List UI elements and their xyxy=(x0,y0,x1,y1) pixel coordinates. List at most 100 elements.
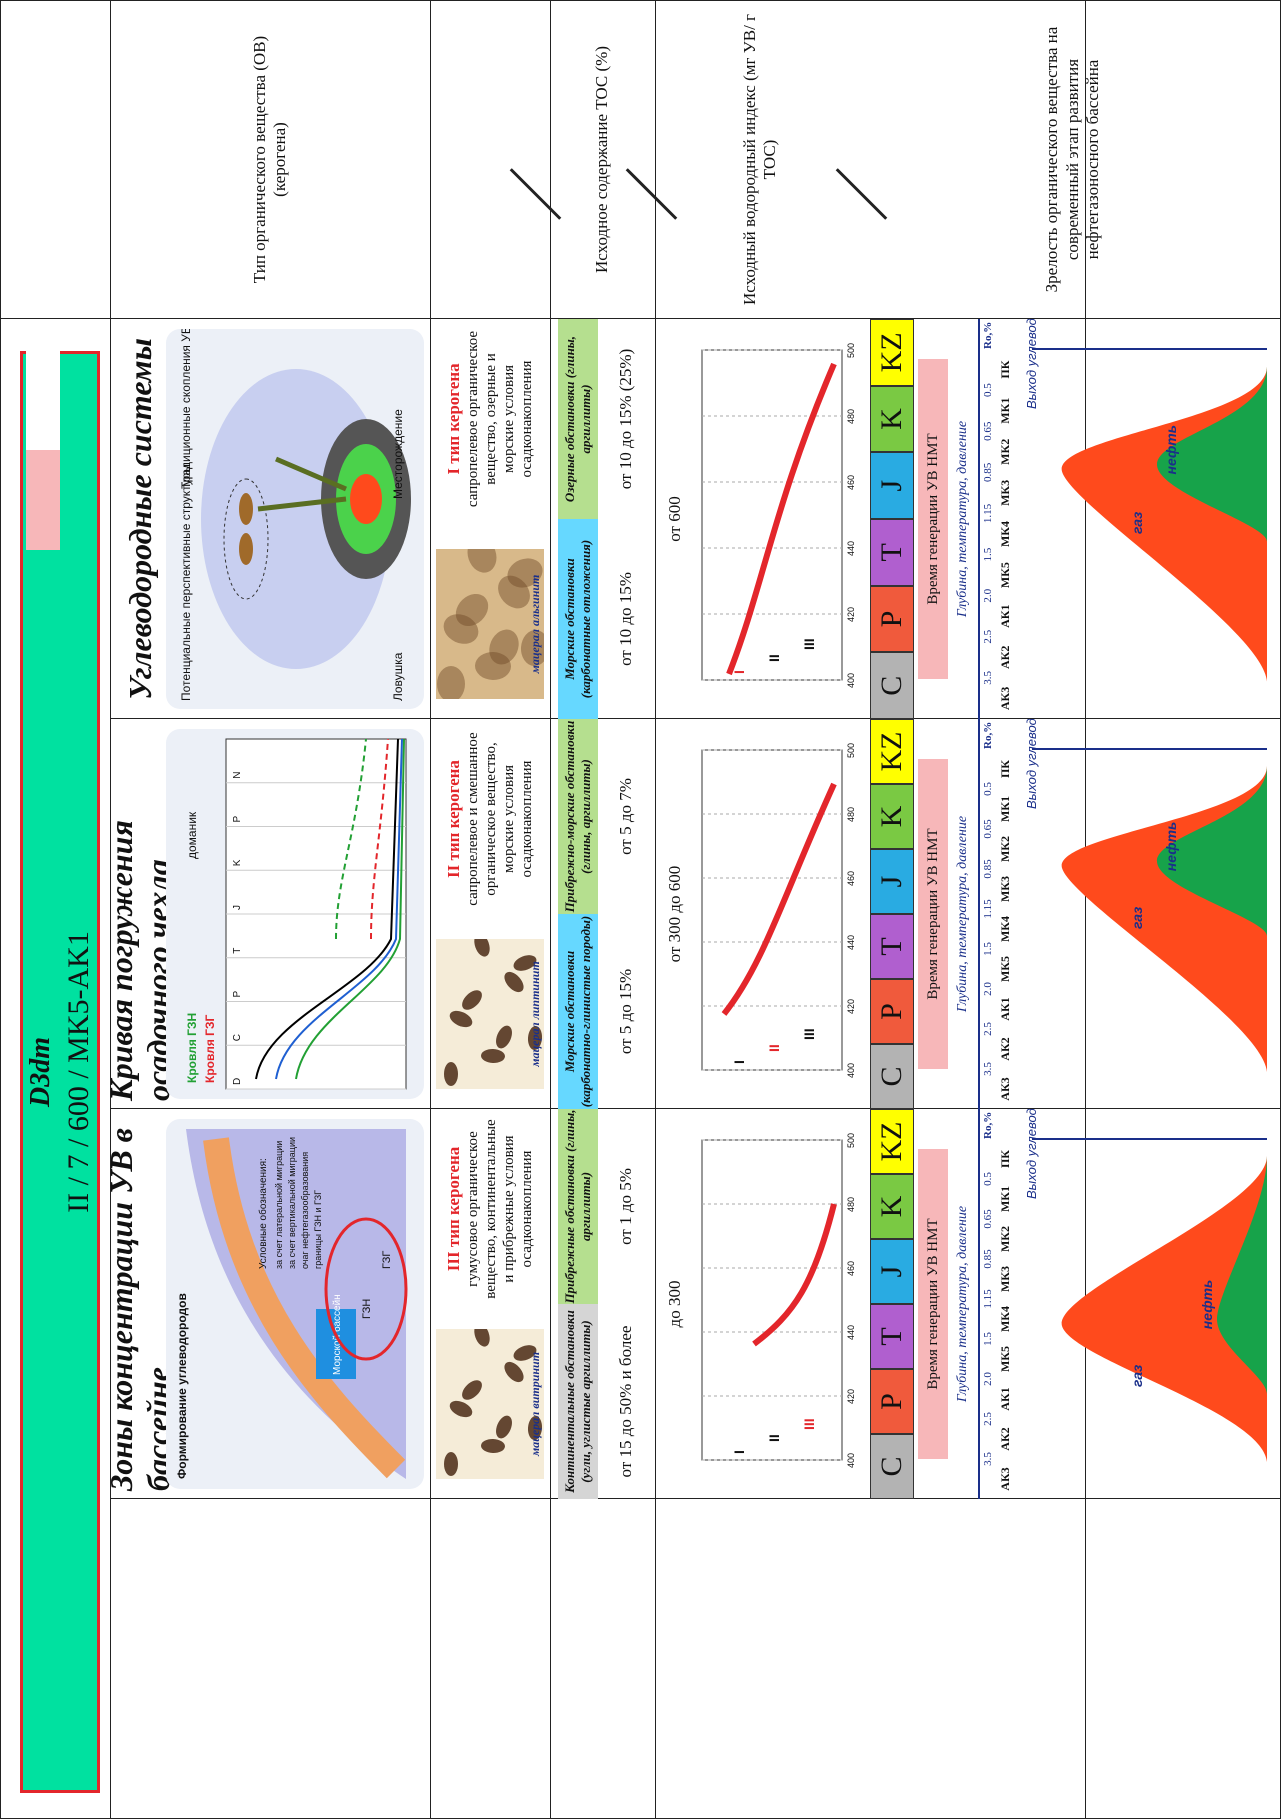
ro-value: 2.0 xyxy=(982,588,994,603)
yield-chart-2: нефть газ Выход углеводородов xyxy=(1024,719,1267,1072)
hi-xtick: 460 xyxy=(846,871,856,886)
accumulation-2 xyxy=(239,493,253,525)
ro-value: 1.15 xyxy=(982,899,994,919)
burial-period-4: J xyxy=(232,905,243,910)
generation-time-3: Время генерации УВ НМТ xyxy=(918,1149,948,1459)
stage-МК2-3: МК2 xyxy=(998,1225,1012,1253)
gas-area xyxy=(1061,1156,1267,1462)
depth-axis-1: Глубина, температура, давление xyxy=(955,420,970,618)
legend-box: D3dm II / 7 / 600 / MK5-AK1 xyxy=(20,350,100,1793)
hc-label-1: Традиционные скопления УВ xyxy=(179,329,193,489)
burial-period-7: N xyxy=(232,772,243,779)
stage-АК2-2: АК2 xyxy=(998,1037,1012,1061)
migration-arrow-2 xyxy=(275,456,347,492)
gas-label: газ xyxy=(1129,1365,1145,1387)
section-schematic-2: D C P T J K P N Кровля ГЗН Кровля ГЗГ доманик xyxy=(166,729,424,1099)
hi-frame xyxy=(701,749,843,1071)
micro-particle xyxy=(504,971,524,993)
hi-xtick: 480 xyxy=(846,1197,856,1212)
ro-value: 0.5 xyxy=(982,1172,994,1186)
kerogen-desc-1: сапропелевое органическое вещество, озер… xyxy=(465,330,536,508)
hi-xtick: 480 xyxy=(846,409,856,424)
period-C-3: C xyxy=(870,1434,914,1499)
hi-value-2: от 300 до 600 xyxy=(664,865,684,963)
period-K-2: K xyxy=(870,784,914,849)
stage-АК1-1: АК1 xyxy=(998,604,1012,628)
basin-carrier-bed xyxy=(203,1137,406,1479)
micro-photo-1 xyxy=(436,549,544,699)
burial-period-6: P xyxy=(232,816,243,823)
hi-xtick: 440 xyxy=(846,935,856,950)
period-P-2: P xyxy=(870,979,914,1044)
hi-xtick: 500 xyxy=(846,343,856,358)
micro-particle xyxy=(520,630,544,666)
ro-value: 1.5 xyxy=(982,942,994,956)
generation-time-1: Время генерации УВ НМТ xyxy=(918,359,948,679)
marine-basin-box xyxy=(316,1309,356,1379)
stage-ПК-3: ПК xyxy=(998,1149,1012,1169)
hc-label-3: Месторождение xyxy=(391,409,405,499)
period-KZ-1: KZ xyxy=(870,319,914,386)
period-C-2: C xyxy=(870,1044,914,1109)
ro-value: 0.65 xyxy=(982,421,994,441)
env-b-2: Морские обстановки (карбонатно-глинистые… xyxy=(558,914,598,1109)
burial-period-1: C xyxy=(232,1034,243,1041)
burial-gzn-line xyxy=(335,738,367,940)
gas-label: газ xyxy=(1129,512,1145,534)
burial-period-2: P xyxy=(232,991,243,998)
period-J-2: J xyxy=(870,849,914,914)
hi-kerogen-label: II xyxy=(766,654,782,662)
section-title-1: Углеводородные системы xyxy=(121,338,158,700)
hi-xtick: 440 xyxy=(846,1325,856,1340)
micro-particle xyxy=(474,1329,490,1347)
micro-particle xyxy=(527,1026,543,1050)
oil-area xyxy=(1157,766,1267,936)
burial-period-0: D xyxy=(232,1078,243,1085)
toc-b-1: от 10 до 15% xyxy=(615,572,635,666)
yield-axis-label: Выход углеводородов xyxy=(1024,1109,1039,1199)
ro-value: 0.5 xyxy=(982,383,994,397)
oil-label: нефть xyxy=(1163,425,1179,475)
depth-axis-3: Глубина, температура, давление xyxy=(955,1205,970,1403)
period-T-1: T xyxy=(870,519,914,586)
ro-label-3: Ro,% xyxy=(982,1111,994,1139)
section-title-3: Зоны концентрации УВ в бассейне xyxy=(103,1128,176,1491)
stage-МК1-2: МК1 xyxy=(998,795,1012,823)
header-hi: Исходный водородный индекс (мг УВ/ г ТОС… xyxy=(739,13,779,306)
stage-МК5-1: МК5 xyxy=(998,562,1012,589)
env-a-3: Прибрежные обстановки (глины, аргиллиты) xyxy=(558,1109,598,1304)
ro-value: 3.5 xyxy=(982,1062,994,1076)
ro-value: 0.65 xyxy=(982,1209,994,1229)
basin-gzn-label: ГЗН xyxy=(361,1299,373,1319)
header-toc: Исходное содержание ТОС (%) xyxy=(592,46,612,273)
section-schematic-3: Морской бассейн Формирование углеводородо… xyxy=(166,1119,424,1489)
period-P-1: P xyxy=(870,585,914,653)
period-T-3: T xyxy=(870,1304,914,1369)
legend-values: II / 7 / 600 / MK5-AK1 xyxy=(62,931,95,1213)
env-a-1: Озерные обстановки (глины, аргиллиты) xyxy=(558,319,598,519)
kerogen-desc-3: гумусовое органическое вещество, контине… xyxy=(465,1119,536,1299)
burial-period-3: T xyxy=(232,948,243,954)
hi-xtick: 500 xyxy=(846,743,856,758)
yield-chart-1: нефть газ Выход углеводородов xyxy=(1024,319,1267,682)
yield-chart-3: нефть газ Выход углеводородов xyxy=(1024,1109,1267,1462)
micro-particle xyxy=(496,1415,512,1439)
ro-value: 2.5 xyxy=(982,629,994,644)
hi-value-3: до 300 xyxy=(664,1280,684,1328)
stage-ПК-1: ПК xyxy=(998,360,1012,379)
ro-value: 2.5 xyxy=(982,1412,994,1426)
hi-kerogen-label: I xyxy=(731,1060,747,1064)
yield-axis-label: Выход углеводородов xyxy=(1024,319,1039,409)
hi-xtick: 460 xyxy=(846,475,856,490)
hi-xtick: 420 xyxy=(846,607,856,622)
micro-particle xyxy=(462,1380,482,1400)
stage-АК2-1: АК2 xyxy=(998,645,1012,670)
stage-АК1-2: АК1 xyxy=(998,997,1012,1021)
basin-legend-title: Условные обозначения: xyxy=(257,1158,269,1269)
basin-subtitle: Формирование углеводородов xyxy=(175,1293,189,1479)
maceral-label-2: мацерал липтинит xyxy=(528,961,542,1067)
env-b-1: Морские обстановки (карбонатные отложени… xyxy=(558,519,598,719)
ro-value: 1.5 xyxy=(982,1332,994,1346)
yield-axis-label: Выход углеводородов xyxy=(1024,719,1039,809)
